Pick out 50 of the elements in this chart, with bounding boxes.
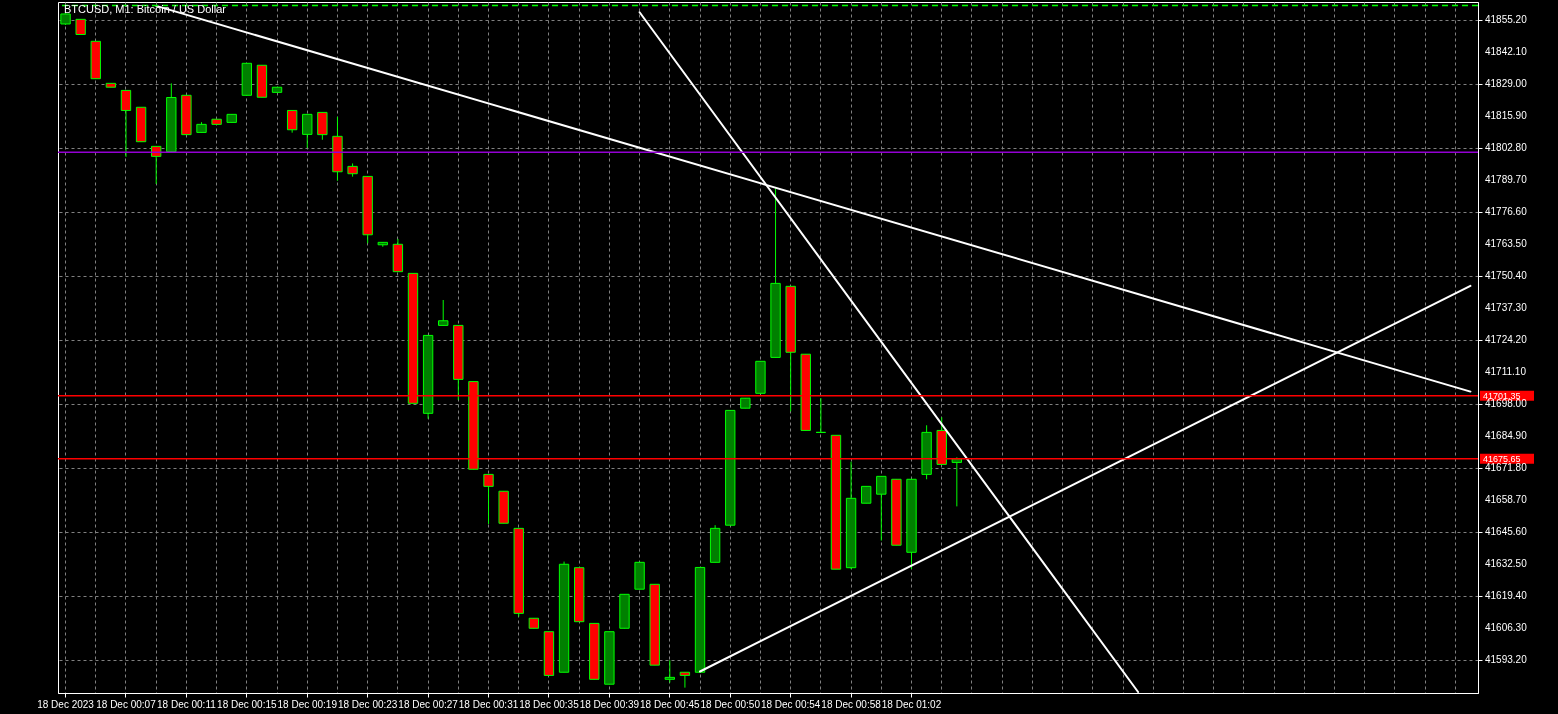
y-tick-label: 41763.50 (1485, 238, 1528, 250)
y-tick-label: 41776.60 (1485, 206, 1528, 218)
y-tick-label: 41658.70 (1485, 494, 1528, 506)
x-tick-label: 18 Dec 00:35 (519, 698, 580, 710)
y-tick-label: 41737.30 (1485, 302, 1528, 314)
y-tick-label: 41606.30 (1485, 622, 1528, 634)
y-tick-label: 41632.50 (1485, 558, 1528, 570)
x-tick-label: 18 Dec 00:15 (217, 698, 278, 710)
y-tick-label: 41711.10 (1485, 366, 1527, 378)
candlestick (317, 111, 328, 141)
candlestick (286, 109, 298, 134)
candlestick (679, 671, 691, 689)
candlestick (483, 473, 494, 525)
y-tick-label: 41855.20 (1485, 14, 1528, 26)
x-tick-label: 18 Dec 00:19 (277, 698, 338, 710)
x-tick-label: 18 Dec 00:54 (760, 698, 821, 710)
candlestick (815, 397, 827, 433)
y-tick-label: 41671.80 (1485, 462, 1528, 474)
candlestick (876, 475, 887, 542)
y-tick-label: 41724.20 (1485, 334, 1528, 346)
y-tick-label: 41829.00 (1485, 78, 1528, 90)
x-tick-label: 18 Dec 00:39 (579, 698, 640, 710)
x-tick-label: 18 Dec 00:07 (96, 698, 157, 710)
y-tick-label: 41815.90 (1485, 110, 1528, 122)
y-tick-label: 41802.80 (1485, 142, 1528, 154)
x-tick-label: 18 Dec 00:23 (337, 698, 398, 710)
x-tick-label: 18 Dec 00:11 (157, 698, 217, 710)
ref-line-label: 41675.65 (1483, 453, 1521, 464)
y-tick-label: 41684.90 (1485, 430, 1528, 442)
candlestick (438, 299, 449, 326)
candlestick (120, 89, 132, 158)
y-tick-label: 41593.20 (1485, 654, 1528, 666)
x-tick-label: 18 Dec 00:31 (458, 698, 519, 710)
x-tick-label: 18 Dec 2023 (37, 698, 95, 710)
candlestick (302, 113, 313, 149)
x-tick-label: 18 Dec 00:45 (640, 698, 700, 710)
x-tick-label: 18 Dec 00:50 (700, 698, 761, 710)
x-tick-label: 18 Dec 00:58 (821, 698, 882, 710)
x-tick-label: 18 Dec 00:27 (398, 698, 459, 710)
y-tick-label: 41619.40 (1485, 590, 1528, 602)
candlestick (951, 456, 963, 507)
x-tick-label: 18 Dec 01:02 (881, 698, 942, 710)
y-tick-label: 41645.60 (1485, 526, 1528, 538)
y-tick-label: 41698.00 (1485, 398, 1528, 410)
ref-line-label: 41701.35 (1483, 390, 1521, 401)
y-tick-label: 41789.70 (1485, 174, 1528, 186)
y-tick-label: 41750.40 (1485, 270, 1528, 282)
candlestick (664, 659, 675, 683)
y-tick-label: 41842.10 (1485, 46, 1528, 58)
chart-title: BTCUSD, M1: Bitcoin / US Dollar (64, 3, 227, 15)
